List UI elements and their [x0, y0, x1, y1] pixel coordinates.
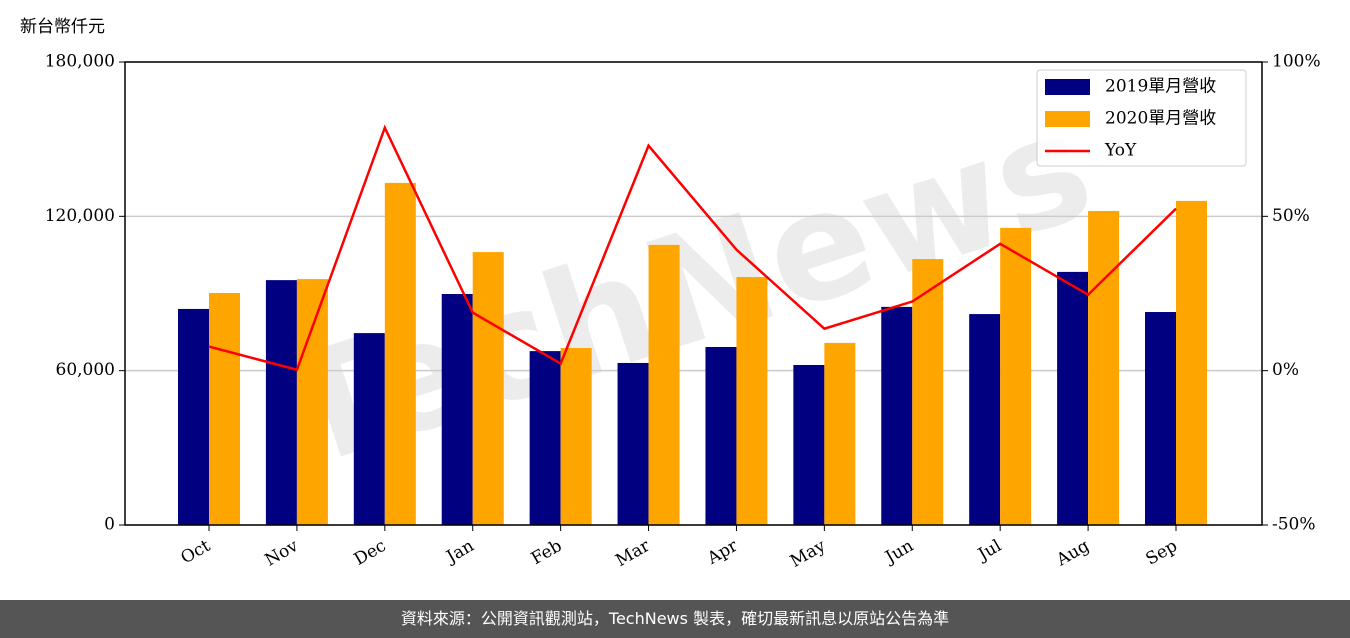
bar: [353, 333, 385, 525]
legend-swatch: [1045, 111, 1090, 127]
bar: [265, 280, 297, 525]
y-tick-label: 180,000: [45, 52, 115, 72]
y-tick-label: 60,000: [56, 360, 115, 380]
y-tick-label: 120,000: [45, 206, 115, 226]
bar: [824, 342, 856, 525]
y2-tick-label: 0%: [1272, 360, 1299, 380]
x-tick-label: Sep: [1143, 536, 1181, 570]
x-tick-label: Jul: [973, 536, 1005, 566]
bar: [736, 277, 768, 525]
bar: [648, 244, 680, 525]
bar: [296, 279, 328, 525]
bar: [969, 314, 1001, 525]
bar: [912, 259, 944, 525]
x-tick-label: Apr: [703, 535, 742, 569]
bar: [472, 252, 504, 525]
x-tick-label: Jan: [442, 536, 478, 568]
y2-tick-label: 50%: [1272, 206, 1310, 226]
y-axis-label: 新台幣仟元: [20, 17, 105, 37]
y2-tick-label: 100%: [1272, 52, 1321, 72]
bar: [1057, 271, 1089, 525]
bar: [178, 308, 209, 525]
x-tick-label: Dec: [351, 536, 390, 570]
bar: [529, 351, 561, 525]
y2-tick-label: -50%: [1272, 515, 1316, 535]
x-tick-label: Jun: [880, 536, 917, 569]
x-tick-label: Oct: [178, 536, 214, 569]
x-tick-label: Nov: [262, 536, 302, 571]
bar: [1088, 210, 1120, 525]
x-tick-label: May: [787, 536, 830, 572]
x-tick-label: Aug: [1052, 536, 1093, 571]
legend-swatch: [1045, 79, 1090, 95]
bar: [384, 182, 416, 525]
footer: 資料來源：公開資訊觀測站，TechNews 製表，確切最新訊息以原站公告為準: [0, 600, 1350, 638]
plot-frame: [124, 61, 1263, 526]
bar: [617, 362, 649, 525]
bar: [1176, 200, 1207, 525]
x-tick-label: Mar: [612, 535, 654, 571]
bar: [209, 292, 240, 525]
bar: [881, 306, 913, 525]
legend-label: 2019單月營收: [1105, 77, 1216, 97]
chart: 新台幣仟元 TechNews 060,000120,000180,000-50%…: [20, 17, 1321, 572]
bar: [1145, 312, 1176, 525]
legend-label: YoY: [1104, 141, 1137, 161]
y-tick-label: 0: [104, 515, 115, 535]
x-tick-label: Feb: [528, 536, 566, 569]
bar: [1000, 227, 1032, 526]
bar: [441, 294, 473, 525]
line: [208, 124, 1177, 372]
bar: [793, 365, 825, 525]
bar: [705, 347, 737, 525]
bar: [560, 348, 592, 525]
legend-label: 2020單月營收: [1105, 109, 1216, 129]
